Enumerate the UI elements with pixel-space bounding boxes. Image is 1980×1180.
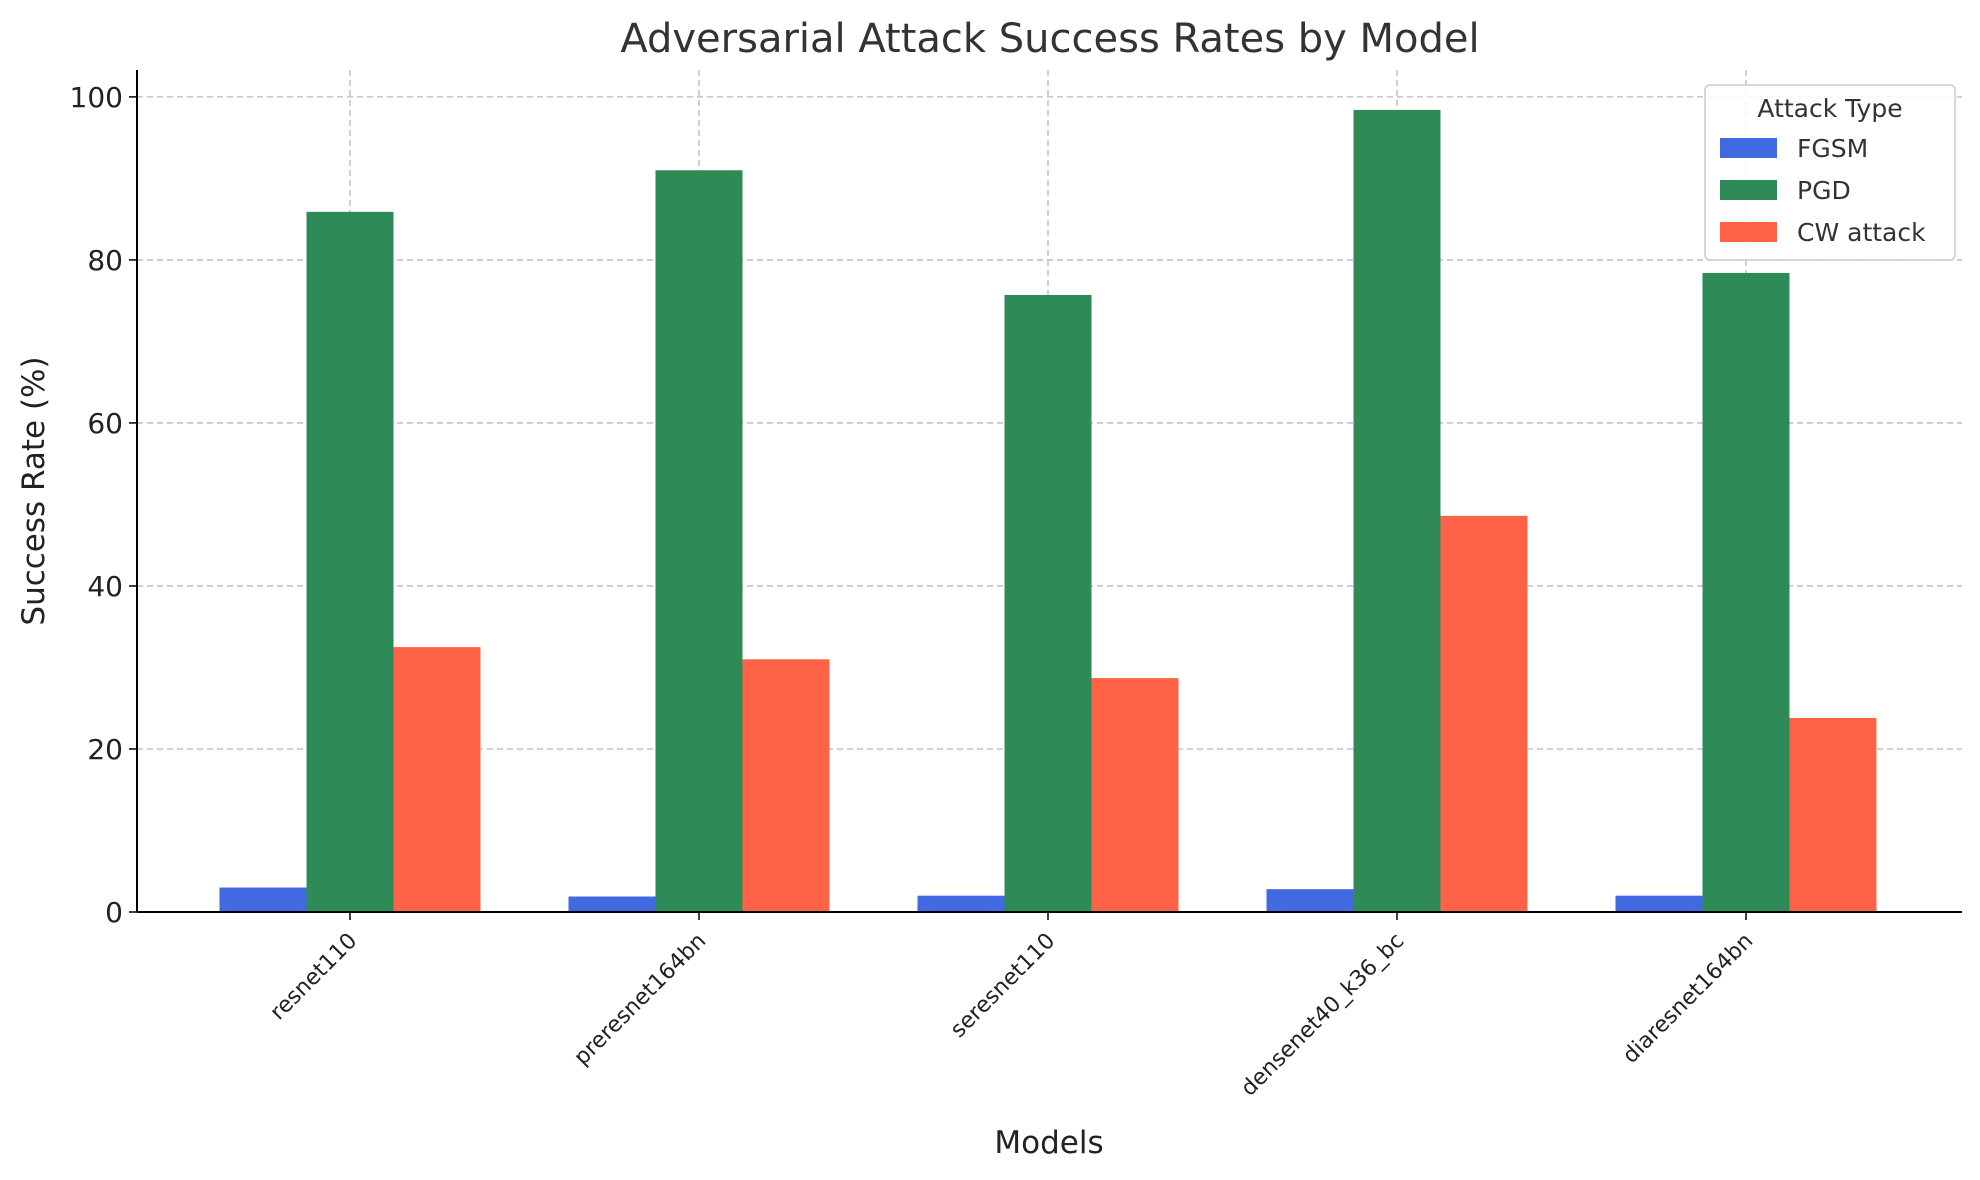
legend-entries: FGSM PGD CW attack — [1720, 134, 1926, 247]
legend-title: Attack Type — [1757, 94, 1902, 123]
bar-cw-attack-densenet40_k36_bc — [1440, 515, 1528, 912]
bar-fgsm-diaresnet164bn — [1615, 895, 1703, 912]
y-tick-label: 60 — [87, 407, 123, 440]
bar-fgsm-seresnet110 — [917, 895, 1005, 912]
legend-swatch-fgsm — [1720, 138, 1777, 158]
bar-pgd-seresnet110 — [1004, 294, 1092, 913]
x-tick-label: seresnet110 — [946, 929, 1060, 1043]
chart-title: Adversarial Attack Success Rates by Mode… — [620, 16, 1479, 62]
bar-pgd-preresnet164bn — [655, 170, 743, 912]
x-tick-label: preresnet164bn — [569, 929, 711, 1071]
bar-fgsm-resnet110 — [219, 887, 307, 912]
legend-label: PGD — [1797, 176, 1851, 205]
x-tick-labels: resnet110 preresnet164bn seresnet110 densen… — [266, 912, 1758, 1102]
bar-cw-attack-diaresnet164bn — [1789, 718, 1877, 912]
legend-swatch-pgd — [1720, 180, 1777, 200]
bar-cw-attack-seresnet110 — [1091, 678, 1179, 912]
bar-fgsm-preresnet164bn — [568, 896, 656, 912]
y-axis-label: Success Rate (%) — [16, 356, 52, 625]
bar-cw-attack-resnet110 — [393, 647, 481, 912]
bar-pgd-diaresnet164bn — [1702, 272, 1790, 912]
y-tick-label: 80 — [87, 244, 123, 277]
bar-fgsm-densenet40_k36_bc — [1266, 889, 1354, 912]
x-tick-label: densenet40_k36_bc — [1236, 929, 1409, 1102]
y-tick-label: 100 — [70, 81, 123, 114]
x-tick-label: resnet110 — [266, 929, 363, 1026]
legend-box — [1704, 84, 1956, 261]
legend-label: CW attack — [1797, 218, 1926, 247]
bars — [219, 109, 1877, 913]
axes — [136, 70, 1962, 913]
bar-pgd-resnet110 — [306, 211, 394, 912]
legend: Attack Type FGSM PGD CW attack — [1704, 84, 1956, 261]
bar-cw-attack-preresnet164bn — [742, 659, 830, 912]
y-tick-labels: 0 20 40 60 80 100 — [70, 81, 137, 929]
legend-swatch-cw-attack — [1720, 222, 1777, 242]
x-axis-label: Models — [994, 1125, 1103, 1161]
y-tick-label: 20 — [87, 733, 123, 766]
y-tick-label: 40 — [87, 570, 123, 603]
legend-label: FGSM — [1797, 134, 1868, 163]
y-tick-label: 0 — [105, 896, 123, 929]
x-tick-label: diaresnet164bn — [1618, 929, 1758, 1069]
bar-pgd-densenet40_k36_bc — [1353, 109, 1441, 912]
